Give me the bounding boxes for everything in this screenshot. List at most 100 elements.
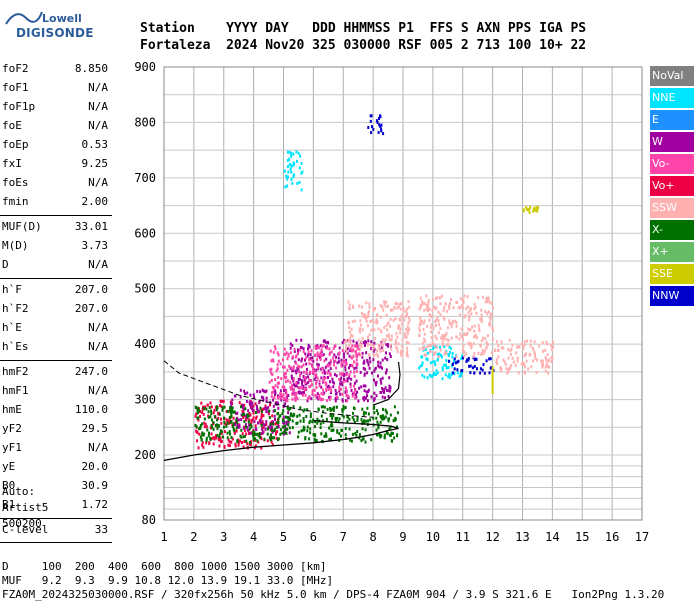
echo-point-w (333, 381, 336, 385)
echo-point-x (268, 436, 271, 440)
echo-point-vo (354, 344, 357, 348)
echo-point-ssw (541, 365, 544, 369)
x-tick-label: 1 (160, 530, 167, 544)
echo-point-x (396, 434, 398, 438)
echo-point-vo (273, 396, 276, 399)
echo-point-ssw (497, 344, 500, 348)
echo-point-nne (459, 372, 462, 376)
param-name: B0 (2, 479, 16, 492)
echo-point-ssw (449, 302, 451, 306)
legend-item-nne: NNE (650, 88, 694, 108)
echo-point-nnw (379, 115, 382, 119)
param-name: h`F (2, 283, 22, 296)
echo-point-w (387, 395, 390, 398)
echo-point-vo (322, 344, 325, 348)
echo-point-x (249, 441, 251, 444)
echo-point-ssw (441, 334, 444, 337)
echo-point-vo (292, 355, 294, 359)
echo-point-vo (248, 412, 251, 415)
echo-point-nne (301, 170, 304, 174)
echo-point-x (389, 425, 392, 429)
echo-point-nnw (471, 366, 474, 370)
echo-point-ssw (471, 325, 473, 329)
echo-point-vo (330, 350, 333, 354)
echo-point-x (388, 433, 391, 437)
echo-point-x (338, 432, 341, 436)
x-tick-label: 3 (220, 530, 227, 544)
echo-point-nne (461, 354, 463, 358)
echo-point-x (337, 420, 340, 424)
echo-point-w (317, 363, 320, 367)
echo-point-w (339, 382, 342, 386)
echo-point-w (362, 396, 365, 400)
echo-point-w (352, 339, 355, 343)
echo-point-vo (316, 354, 319, 358)
x-tick-label: 16 (605, 530, 619, 544)
echo-point-w (243, 389, 246, 393)
echo-point-ssw (377, 343, 380, 347)
echo-point-x (350, 439, 353, 443)
echo-point-w (250, 401, 253, 405)
echo-point-x (205, 436, 208, 440)
echo-point-ssw (366, 315, 368, 319)
param-value: 8.850 (74, 62, 108, 75)
echo-point-vo (351, 364, 354, 368)
param-value: 207.0 (74, 302, 108, 315)
echo-point-x (390, 431, 393, 435)
echo-point-w (272, 409, 275, 413)
echo-point-ssw (400, 315, 403, 319)
echo-point-nne (300, 188, 303, 192)
echo-point-x (393, 436, 396, 440)
echo-point-vo (327, 388, 330, 391)
echo-point-vo (298, 365, 301, 369)
echo-point-w (261, 431, 264, 435)
echo-point-vo (250, 431, 253, 435)
echo-point-ssw (521, 361, 524, 365)
echo-point-x (295, 421, 298, 425)
param-value: 33.01 (74, 220, 108, 233)
echo-point-vo (292, 365, 295, 369)
echo-point-ssw (376, 314, 379, 318)
echo-point-w (339, 392, 342, 396)
echo-point-vo (237, 443, 240, 447)
echo-point-ssw (432, 326, 435, 330)
echo-point-w (343, 355, 345, 359)
echo-point-vo (321, 397, 324, 401)
echo-point-vo (311, 392, 314, 396)
echo-point-vo (292, 390, 295, 393)
echo-point-ssw (360, 312, 363, 315)
echo-point-w (328, 395, 330, 399)
echo-point-ssw (374, 306, 377, 310)
echo-point-w (277, 401, 279, 405)
echo-point-vo (223, 430, 226, 434)
echo-point-ssw (467, 341, 470, 345)
echo-point-x (232, 425, 235, 428)
echo-point-x (330, 437, 332, 441)
echo-point-ssw (433, 343, 436, 347)
echo-point-vo (237, 441, 240, 445)
echo-point-vo (289, 385, 292, 389)
echo-point-w (292, 383, 295, 387)
echo-point-ssw (405, 353, 408, 357)
echo-point-w (344, 390, 347, 394)
echo-point-w (362, 384, 365, 388)
echo-point-x (309, 427, 312, 431)
echo-point-x (392, 419, 395, 423)
echo-point-x (289, 414, 292, 418)
echo-point-ssw (463, 354, 466, 358)
echo-point-ssw (443, 352, 446, 356)
echo-point-vo (355, 362, 358, 366)
echo-point-x (220, 430, 223, 434)
echo-point-x (281, 412, 284, 416)
echo-point-x (330, 422, 333, 426)
echo-point-vo (311, 389, 314, 393)
echo-point-ssw (384, 304, 387, 308)
echo-point-vo (221, 399, 224, 403)
echo-point-w (285, 422, 288, 426)
echo-point-ssw (388, 337, 391, 341)
echo-point-w (307, 375, 310, 379)
echo-point-x (390, 439, 393, 443)
echo-point-ssw (406, 325, 409, 329)
echo-point-vo (314, 344, 317, 348)
panel-separator (0, 542, 112, 543)
